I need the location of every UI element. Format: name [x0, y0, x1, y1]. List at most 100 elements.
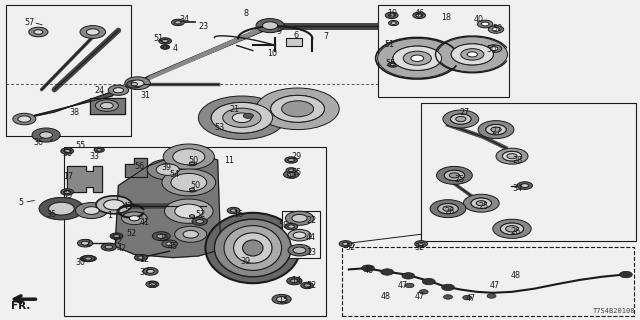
Ellipse shape	[243, 240, 263, 256]
Circle shape	[61, 189, 74, 195]
Circle shape	[451, 114, 471, 124]
Circle shape	[403, 51, 431, 65]
Circle shape	[362, 265, 374, 271]
Text: 41: 41	[140, 218, 150, 227]
Circle shape	[285, 223, 298, 230]
Text: 55: 55	[385, 60, 396, 68]
Circle shape	[104, 200, 124, 210]
Circle shape	[391, 22, 396, 24]
Circle shape	[385, 12, 398, 19]
Circle shape	[451, 114, 471, 124]
Circle shape	[85, 257, 92, 260]
Circle shape	[189, 162, 195, 164]
Circle shape	[113, 235, 120, 238]
Text: 25: 25	[479, 202, 489, 211]
Circle shape	[388, 62, 398, 67]
Circle shape	[34, 30, 43, 34]
Circle shape	[245, 259, 254, 263]
Circle shape	[378, 38, 457, 78]
Circle shape	[477, 20, 493, 28]
Circle shape	[97, 148, 102, 151]
Circle shape	[183, 230, 198, 238]
Text: 35: 35	[46, 210, 56, 219]
Text: 58: 58	[278, 221, 289, 230]
Text: 20: 20	[159, 234, 169, 243]
Circle shape	[449, 173, 460, 178]
Circle shape	[471, 198, 492, 208]
Circle shape	[243, 113, 253, 118]
Bar	[342, 247, 634, 316]
Circle shape	[39, 197, 84, 220]
Text: 8: 8	[243, 9, 248, 18]
Circle shape	[32, 128, 60, 142]
Circle shape	[129, 216, 140, 221]
Circle shape	[496, 148, 528, 164]
Text: 49: 49	[287, 172, 297, 181]
Circle shape	[284, 171, 299, 178]
Text: 53: 53	[63, 149, 73, 158]
Circle shape	[82, 255, 95, 262]
Circle shape	[143, 268, 158, 275]
Circle shape	[506, 226, 518, 232]
Circle shape	[61, 148, 74, 154]
Text: 52: 52	[346, 243, 356, 252]
Circle shape	[110, 233, 123, 239]
Circle shape	[388, 20, 399, 26]
Circle shape	[301, 282, 314, 289]
Text: 47: 47	[490, 281, 500, 290]
Circle shape	[292, 214, 307, 222]
Circle shape	[40, 132, 52, 138]
Polygon shape	[134, 22, 275, 85]
Circle shape	[211, 102, 273, 133]
Circle shape	[94, 147, 104, 152]
Text: 9: 9	[276, 28, 282, 36]
Circle shape	[163, 46, 167, 48]
Circle shape	[288, 229, 311, 241]
Circle shape	[96, 196, 132, 214]
Text: 57: 57	[24, 18, 35, 27]
Text: 33: 33	[90, 152, 100, 161]
Text: 26: 26	[445, 207, 455, 216]
Text: 34: 34	[179, 15, 189, 24]
Text: 24: 24	[95, 86, 105, 95]
Circle shape	[173, 149, 205, 165]
Text: 50: 50	[493, 24, 503, 33]
Circle shape	[276, 297, 287, 302]
Text: 39: 39	[240, 257, 250, 266]
Circle shape	[521, 184, 529, 188]
Circle shape	[196, 220, 204, 223]
Text: 6: 6	[293, 31, 298, 40]
Ellipse shape	[214, 219, 291, 277]
Circle shape	[415, 241, 428, 247]
Text: 26: 26	[511, 227, 521, 236]
Circle shape	[418, 242, 424, 245]
Text: 15: 15	[278, 296, 289, 305]
Circle shape	[500, 223, 524, 235]
Text: 50: 50	[191, 181, 201, 190]
Circle shape	[84, 207, 99, 214]
Circle shape	[13, 113, 36, 125]
Text: 30: 30	[76, 258, 86, 267]
Circle shape	[463, 295, 472, 300]
Circle shape	[49, 202, 74, 215]
Circle shape	[402, 273, 415, 279]
Circle shape	[491, 127, 501, 132]
Text: 50: 50	[486, 45, 497, 54]
Bar	[64, 147, 326, 316]
Text: 4: 4	[173, 44, 178, 53]
Circle shape	[175, 226, 207, 242]
Circle shape	[461, 49, 484, 60]
Text: 48: 48	[364, 266, 374, 275]
Circle shape	[227, 207, 240, 214]
Circle shape	[187, 213, 197, 219]
Circle shape	[152, 232, 170, 241]
Text: 54: 54	[170, 170, 180, 179]
Text: 25: 25	[454, 175, 465, 184]
Circle shape	[175, 204, 203, 218]
Text: 22: 22	[306, 216, 316, 225]
Circle shape	[438, 204, 458, 214]
Text: 38: 38	[69, 108, 79, 117]
Circle shape	[131, 83, 138, 86]
Text: 14: 14	[291, 276, 301, 285]
Circle shape	[444, 170, 465, 180]
